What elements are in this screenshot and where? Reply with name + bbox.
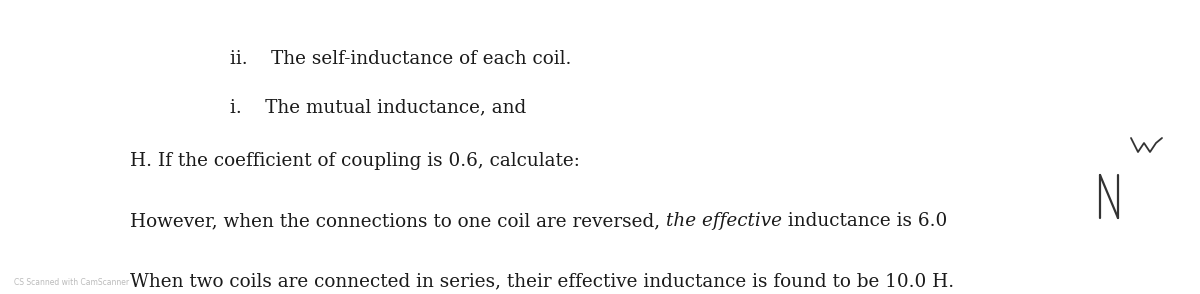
Text: H. If the coefficient of coupling is 0.6, calculate:: H. If the coefficient of coupling is 0.6… — [130, 152, 580, 170]
Text: ii.    The self-inductance of each coil.: ii. The self-inductance of each coil. — [230, 50, 571, 68]
Text: inductance is 6.0: inductance is 6.0 — [782, 212, 947, 230]
Text: i.    The mutual inductance, and: i. The mutual inductance, and — [230, 98, 527, 116]
Text: However, when the connections to one coil are reversed,: However, when the connections to one coi… — [130, 212, 666, 230]
Text: CS Scanned with CamScanner: CS Scanned with CamScanner — [14, 278, 130, 287]
Text: When two coils are connected in series, their effective inductance is found to b: When two coils are connected in series, … — [130, 272, 954, 290]
Text: the effective: the effective — [666, 212, 782, 230]
